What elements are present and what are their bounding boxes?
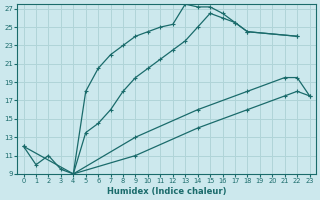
X-axis label: Humidex (Indice chaleur): Humidex (Indice chaleur) [107, 187, 226, 196]
